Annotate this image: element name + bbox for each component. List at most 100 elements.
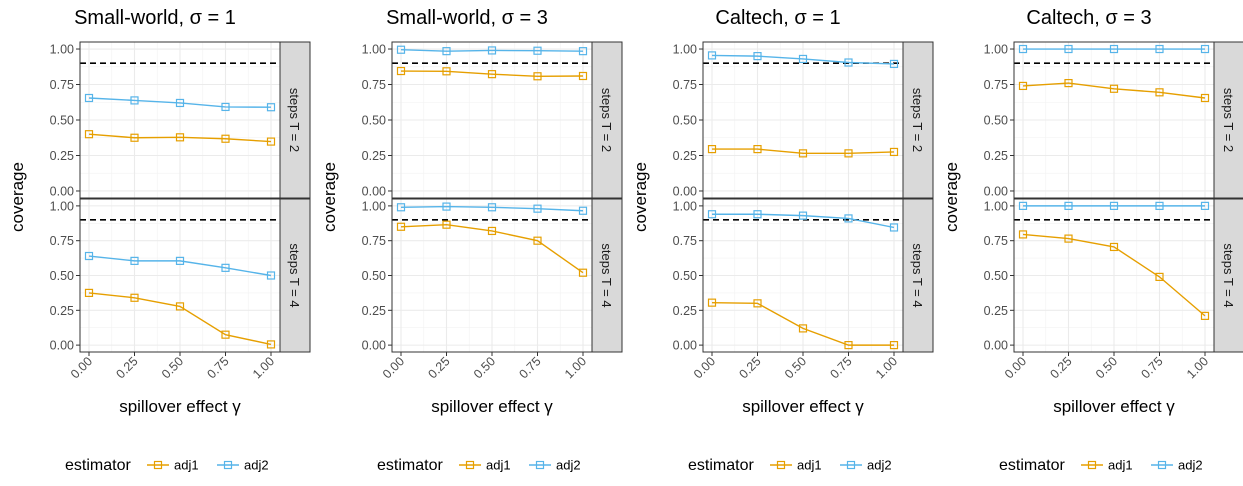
data-point-adj2 — [84, 93, 94, 103]
legend-entry-adj2: adj2 — [244, 458, 269, 473]
data-point-adj1 — [1109, 242, 1119, 252]
y-tick-label: 0.75 — [50, 234, 74, 248]
y-tick-label: 0.50 — [984, 114, 1008, 128]
y-tick-label: 1.00 — [673, 199, 697, 213]
y-axis-label: coverage — [631, 162, 650, 232]
legend-entry-adj1: adj1 — [797, 458, 822, 473]
x-tick-label: 1.00 — [562, 354, 589, 381]
y-axis-label: coverage — [942, 162, 961, 232]
data-point-adj1 — [707, 298, 717, 307]
x-tick-label: 0.25 — [1048, 354, 1075, 381]
data-point-adj1 — [1200, 311, 1210, 320]
data-point-adj1 — [1064, 78, 1073, 88]
facet-strip — [1213, 41, 1243, 199]
y-tick-label: 0.00 — [50, 339, 74, 353]
series-line-adj1 — [400, 70, 584, 77]
data-point-adj2 — [396, 45, 406, 54]
legend-entry-adj2: adj2 — [1178, 458, 1203, 473]
legend-key-marker-adj2 — [535, 460, 545, 470]
y-tick-label: 0.25 — [984, 149, 1008, 163]
data-point-adj2 — [1155, 201, 1164, 210]
y-tick-label: 0.75 — [673, 234, 697, 248]
chart-title: Caltech, σ = 1 — [715, 7, 840, 29]
y-tick-label: 0.25 — [50, 149, 74, 163]
data-point-adj2 — [130, 96, 139, 105]
x-tick-label: 0.25 — [737, 354, 764, 381]
data-point-adj2 — [578, 206, 588, 215]
legend-entry-adj2: adj2 — [867, 458, 892, 473]
y-tick-label: 0.75 — [984, 234, 1008, 248]
y-tick-label: 0.75 — [50, 78, 74, 92]
data-point-adj1 — [1200, 93, 1210, 103]
data-point-adj1 — [533, 236, 542, 245]
facet-strip — [591, 41, 623, 199]
chart-2: Small-world, σ = 3 coverage steps T = 2 0.0… — [320, 7, 623, 474]
legend: estimator adj1 adj2 — [999, 457, 1203, 474]
chart-title: Small-world, σ = 3 — [386, 7, 548, 29]
data-point-adj2 — [1109, 201, 1119, 210]
y-tick-label: 1.00 — [362, 199, 386, 213]
series-line-adj1 — [88, 133, 272, 143]
chart-4: Caltech, σ = 3 coverage steps T = 2 0.00 0.2… — [942, 7, 1243, 474]
series-line-adj2 — [400, 49, 584, 52]
y-tick-label: 0.50 — [984, 269, 1008, 283]
data-point-adj1 — [1155, 88, 1164, 97]
data-point-adj1 — [487, 70, 497, 79]
x-tick-label: 0.50 — [159, 354, 186, 381]
y-tick-label: 0.00 — [362, 184, 386, 198]
data-point-adj2 — [1018, 44, 1028, 54]
data-point-adj1 — [487, 226, 497, 236]
x-tick-label: 0.00 — [1002, 354, 1029, 381]
legend: estimator adj1 adj2 — [377, 457, 581, 474]
x-tick-label: 0.75 — [828, 354, 855, 381]
data-point-adj2 — [175, 98, 185, 108]
data-point-adj1 — [396, 66, 406, 76]
series-line-adj1 — [1022, 82, 1206, 99]
y-tick-label: 0.25 — [50, 304, 74, 318]
data-point-adj1 — [1064, 234, 1073, 243]
data-point-adj2 — [578, 47, 588, 56]
x-tick-label: 0.00 — [691, 354, 718, 381]
chart-3: Caltech, σ = 1 coverage steps T = 2 0.00 0.2… — [631, 7, 934, 474]
data-point-adj1 — [1109, 84, 1119, 93]
legend-title: estimator — [377, 457, 443, 474]
data-point-adj2 — [1200, 44, 1210, 54]
data-point-adj2 — [396, 203, 406, 212]
data-point-adj2 — [266, 103, 276, 112]
data-point-adj2 — [84, 251, 94, 261]
facet-panel-1: steps T = 2 0.00 0.25 0.50 0.75 1.00 — [362, 41, 623, 199]
y-tick-label: 0.25 — [362, 304, 386, 318]
data-point-adj2 — [753, 52, 762, 61]
data-point-adj1 — [266, 137, 276, 146]
legend-key-marker-adj2 — [846, 460, 856, 470]
legend: estimator adj1 adj2 — [65, 457, 269, 474]
facet-strip — [902, 41, 934, 199]
facet-strip — [279, 198, 311, 353]
legend-title: estimator — [65, 457, 131, 474]
data-point-adj1 — [798, 324, 808, 333]
y-tick-label: 0.75 — [673, 78, 697, 92]
data-point-adj1 — [578, 71, 588, 81]
series-line-adj2 — [400, 205, 584, 212]
data-point-adj1 — [1018, 81, 1028, 91]
facet-strip-label: steps T = 2 — [287, 88, 302, 152]
data-point-adj2 — [844, 214, 853, 223]
series-line-adj2 — [712, 213, 895, 229]
y-tick-label: 0.50 — [673, 269, 697, 283]
legend: estimator adj1 adj2 — [688, 457, 892, 474]
data-point-adj2 — [844, 58, 853, 67]
data-point-adj1 — [1018, 230, 1028, 239]
facet-strip-label: steps T = 2 — [1221, 88, 1236, 152]
facet-strip-label: steps T = 2 — [910, 88, 925, 152]
y-tick-label: 0.00 — [673, 339, 697, 353]
data-point-adj2 — [130, 256, 139, 265]
y-tick-label: 0.00 — [984, 339, 1008, 353]
y-tick-label: 1.00 — [50, 43, 74, 57]
series-line-adj1 — [88, 292, 272, 346]
y-tick-label: 0.50 — [362, 114, 386, 128]
facet-panel-1: steps T = 2 0.00 0.25 0.50 0.75 1.00 — [984, 41, 1243, 199]
facet-strip — [591, 198, 623, 353]
x-tick-label: 0.00 — [68, 354, 95, 381]
y-tick-label: 0.75 — [984, 78, 1008, 92]
